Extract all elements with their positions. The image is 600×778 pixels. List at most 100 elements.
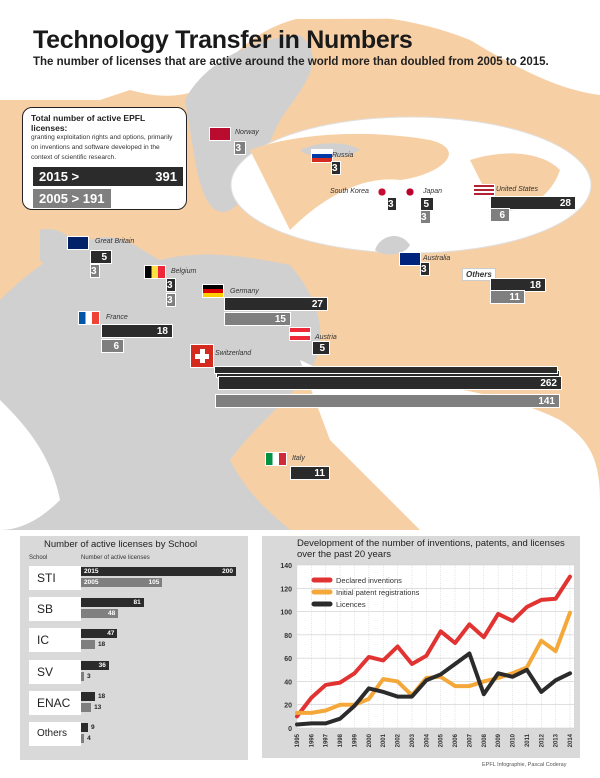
south-korea-flag-icon (371, 185, 393, 199)
x-tick-label: 1995 (295, 733, 301, 747)
france-label: France (106, 314, 128, 321)
switzerland-v2005-bar: 141 (215, 394, 560, 408)
licences-line (295, 651, 572, 727)
others-v2005-bar: 11 (490, 290, 525, 304)
italy-flag-icon (265, 452, 287, 466)
france-flag-icon (78, 311, 100, 325)
school-others-label: Others (29, 722, 81, 746)
norway-v2005-bar: 3 (234, 141, 246, 155)
germany-v2005-bar: 15 (224, 312, 291, 326)
australia-flag-icon (399, 252, 421, 266)
japan-label: Japan (423, 188, 443, 195)
x-tick-label: 2011 (525, 733, 531, 747)
total-heading: Total number of active EPFL licenses: (31, 113, 145, 133)
school-enac-v2005-bar: 13 (81, 702, 101, 712)
school-others-v2015-bar: 9 (81, 723, 95, 732)
y-tick-label: 20 (284, 703, 292, 710)
x-tick-label: 1998 (338, 733, 344, 747)
russia-v2015-bar: 3 (331, 161, 341, 175)
school-sti-v2005-bar: 105 2005 (81, 578, 163, 587)
y-tick-label: 40 (284, 679, 292, 686)
licences-legend-label: Licences (336, 600, 366, 609)
south-korea-v2015-bar: 3 (387, 197, 397, 211)
school-year-label: 2005 (84, 579, 99, 586)
school-sv-v2015-value: 36 (98, 661, 106, 669)
x-tick-label: 2003 (410, 733, 416, 747)
russia-label: Russia (332, 152, 354, 159)
school-sv-v2005-value: 3 (87, 672, 91, 680)
col-count: Number of active licenses (81, 555, 150, 561)
credit: EPFL Infographie, Pascal Coderay (482, 762, 567, 768)
school-enac-label: ENAC (29, 690, 81, 715)
school-others-v2005-value: 4 (87, 735, 91, 742)
page-title: Technology Transfer in Numbers (33, 26, 413, 54)
x-tick-label: 2012 (539, 733, 545, 747)
switzerland-label: Switzerland (215, 350, 252, 357)
germany-label: Germany (230, 288, 259, 295)
germany-flag-icon (202, 284, 224, 298)
total-2015-label: 2015 > (39, 169, 80, 184)
school-year-label: 2015 (84, 568, 99, 575)
y-tick-label: 140 (280, 563, 292, 570)
france-v2005-bar: 6 (101, 339, 124, 353)
school-sb-v2015-value: 81 (133, 599, 141, 607)
school-ic-label: IC (29, 628, 81, 653)
x-tick-label: 2008 (482, 733, 488, 747)
germany-v2015-bar: 27 (224, 297, 328, 311)
united-states-flag-icon (473, 184, 495, 198)
x-tick-label: 2010 (511, 733, 517, 747)
total-2015-value: 391 (155, 169, 177, 184)
x-tick-label: 2001 (381, 733, 387, 747)
x-tick-label: 2004 (424, 733, 430, 747)
page-subtitle: The number of licenses that are active a… (33, 56, 549, 68)
school-others-v2015-value: 9 (90, 724, 95, 731)
y-tick-label: 60 (284, 656, 292, 663)
austria-label: Austria (315, 334, 337, 341)
x-tick-label: 2014 (568, 733, 574, 747)
x-tick-label: 1997 (324, 733, 330, 747)
great-britain-label: Great Britain (95, 238, 135, 245)
belgium-v2005-bar: 3 (166, 293, 176, 307)
school-enac-v2015-value: 18 (97, 692, 106, 700)
south-korea-label: South Korea (330, 188, 369, 195)
x-tick-label: 1996 (309, 733, 315, 747)
united-states-v2015-bar: 28 (490, 196, 576, 210)
great-britain-v2005-bar: 3 (90, 264, 100, 278)
x-tick-label: 2002 (396, 733, 402, 747)
total-licenses-box: Total number of active EPFL licenses: gr… (22, 107, 187, 210)
great-britain-flag-icon (67, 236, 89, 250)
x-tick-label: 2005 (439, 733, 445, 747)
school-sv-v2005-bar: 3 (81, 671, 91, 681)
australia-v2015-bar: 3 (420, 262, 430, 276)
united-states-label: United States (496, 186, 539, 193)
school-sb-v2005-value: 48 (107, 610, 116, 618)
school-sb-v2005-bar: 48 (81, 609, 119, 619)
belgium-flag-icon (144, 265, 166, 279)
initial-patent-registrations-legend-label: Initial patent registrations (336, 588, 420, 597)
x-tick-label: 2007 (467, 733, 473, 747)
school-ic-v2005-bar: 18 (81, 640, 105, 650)
school-ic-v2015-bar: 47 (81, 629, 118, 639)
school-sti-label: STI (29, 566, 81, 590)
school-ic-v2015-value: 47 (107, 630, 115, 638)
russia-flag-icon (311, 149, 333, 163)
line-chart: 0 20 40 60 80 100 120 140 1995 1996 1997 1998 1999 20… (280, 563, 574, 747)
school-others-v2005-bar: 4 (81, 734, 91, 743)
col-school: School (29, 555, 48, 561)
austria-flag-icon (289, 327, 311, 341)
switzerland-v2015-bar: 262 (218, 376, 562, 390)
chart-title: Development of the number of inventions,… (297, 538, 565, 560)
x-tick-label: 2006 (453, 733, 459, 747)
y-tick-label: 100 (280, 610, 292, 617)
australia-label: Australia (423, 255, 451, 262)
x-tick-label: 1999 (352, 733, 358, 747)
y-tick-label: 80 (284, 633, 292, 640)
japan-v2015-bar: 5 (420, 197, 434, 211)
x-tick-label: 2009 (496, 733, 502, 747)
belgium-v2015-bar: 3 (166, 278, 176, 292)
y-tick-label: 120 (280, 586, 292, 593)
x-tick-label: 2000 (367, 733, 373, 747)
school-sti-v2005-value: 105 (148, 579, 160, 586)
school-enac-v2015-bar: 18 (81, 691, 105, 701)
school-sb-v2015-bar: 81 (81, 598, 144, 608)
